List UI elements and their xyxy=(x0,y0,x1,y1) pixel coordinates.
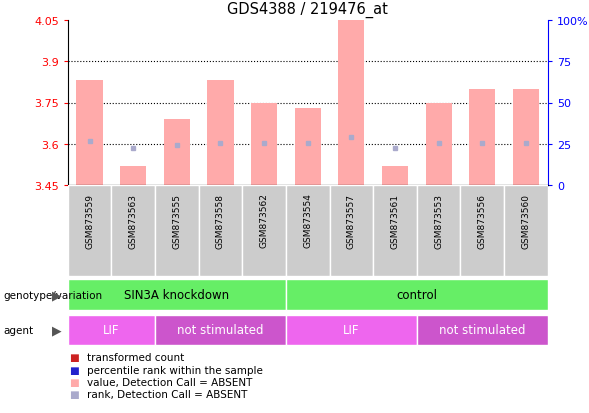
Bar xyxy=(68,315,155,345)
Text: GSM873559: GSM873559 xyxy=(85,193,94,248)
Bar xyxy=(251,103,277,186)
Title: GDS4388 / 219476_at: GDS4388 / 219476_at xyxy=(227,2,388,18)
Bar xyxy=(198,186,242,277)
Text: GSM873560: GSM873560 xyxy=(521,193,531,248)
Text: SIN3A knockdown: SIN3A knockdown xyxy=(124,288,229,301)
Text: GSM873553: GSM873553 xyxy=(434,193,443,248)
Text: LIF: LIF xyxy=(343,323,360,337)
Bar xyxy=(155,186,198,277)
Bar xyxy=(120,166,146,186)
Bar xyxy=(330,186,373,277)
Text: GSM873558: GSM873558 xyxy=(216,193,225,248)
Text: genotype/variation: genotype/variation xyxy=(3,290,102,300)
Text: transformed count: transformed count xyxy=(87,352,184,362)
Bar xyxy=(164,120,190,186)
Text: GSM873556: GSM873556 xyxy=(478,193,487,248)
Bar xyxy=(461,186,504,277)
Bar xyxy=(513,90,539,186)
Bar xyxy=(286,315,417,345)
Text: GSM873554: GSM873554 xyxy=(303,193,312,248)
Bar xyxy=(469,90,495,186)
Bar xyxy=(382,166,408,186)
Bar xyxy=(373,186,417,277)
Text: ■: ■ xyxy=(69,389,78,399)
Text: GSM873563: GSM873563 xyxy=(128,193,138,248)
Bar xyxy=(68,280,286,310)
Bar xyxy=(286,186,330,277)
Bar xyxy=(504,186,548,277)
Bar xyxy=(207,81,234,186)
Bar xyxy=(155,315,286,345)
Text: ■: ■ xyxy=(69,377,78,387)
Text: control: control xyxy=(396,288,438,301)
Bar xyxy=(111,186,155,277)
Bar xyxy=(294,109,321,186)
Text: agent: agent xyxy=(3,325,33,335)
Text: not stimulated: not stimulated xyxy=(177,323,264,337)
Text: GSM873562: GSM873562 xyxy=(260,193,269,248)
Text: ▶: ▶ xyxy=(52,288,62,301)
Text: GSM873555: GSM873555 xyxy=(173,193,181,248)
Text: GSM873557: GSM873557 xyxy=(347,193,356,248)
Text: value, Detection Call = ABSENT: value, Detection Call = ABSENT xyxy=(87,377,253,387)
Bar xyxy=(426,103,452,186)
Text: ▶: ▶ xyxy=(52,323,62,337)
Bar xyxy=(338,21,365,186)
Text: rank, Detection Call = ABSENT: rank, Detection Call = ABSENT xyxy=(87,389,247,399)
Bar xyxy=(77,81,102,186)
Text: GSM873561: GSM873561 xyxy=(391,193,399,248)
Text: LIF: LIF xyxy=(103,323,120,337)
Bar xyxy=(242,186,286,277)
Bar xyxy=(68,186,111,277)
Bar xyxy=(417,315,548,345)
Bar xyxy=(417,186,461,277)
Text: ■: ■ xyxy=(69,365,78,375)
Text: not stimulated: not stimulated xyxy=(439,323,525,337)
Text: percentile rank within the sample: percentile rank within the sample xyxy=(87,365,263,375)
Bar xyxy=(286,280,548,310)
Text: ■: ■ xyxy=(69,352,78,362)
